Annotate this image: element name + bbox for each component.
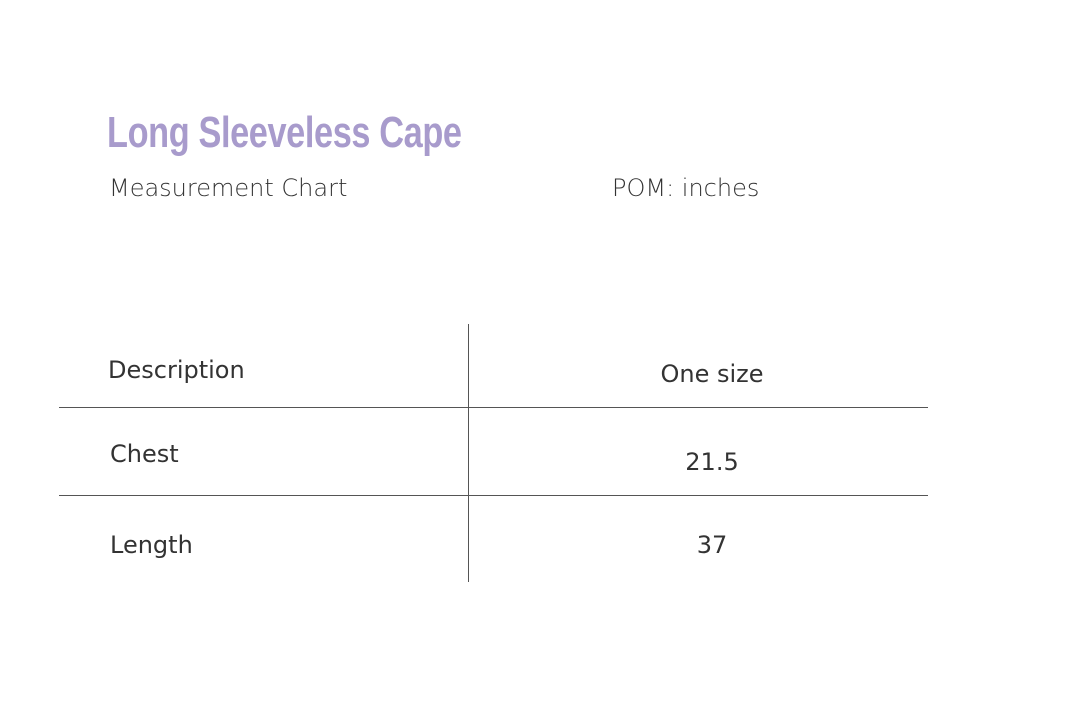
header-cell: Description [108, 356, 245, 384]
row-value: 37 [696, 531, 728, 559]
title: Long Sleeveless Cape [107, 108, 462, 157]
row-label: Chest [110, 440, 179, 468]
row-divider [59, 495, 928, 496]
column-divider [468, 324, 469, 582]
row-label: Length [110, 531, 193, 559]
unit-note: POM: inches [612, 174, 760, 202]
subtitle: Measurement Chart [109, 174, 348, 202]
header-cell: One size [660, 360, 764, 388]
row-value: 21.5 [685, 448, 739, 476]
row-divider [59, 407, 928, 408]
